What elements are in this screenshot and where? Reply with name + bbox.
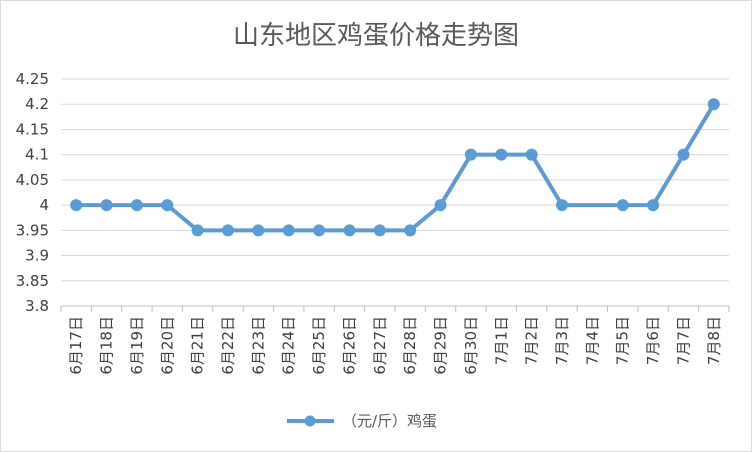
gridlines	[61, 78, 729, 307]
x-tick-label: 7月2日	[523, 316, 541, 365]
x-tick-label: 6月22日	[219, 316, 237, 375]
data-point	[404, 224, 417, 237]
data-point	[373, 224, 386, 237]
x-tick-label: 6月29日	[432, 316, 450, 375]
y-tick-label: 4.15	[16, 120, 49, 138]
x-tick-label: 6月24日	[280, 316, 298, 375]
data-point	[616, 199, 629, 212]
y-tick-label: 3.9	[25, 247, 49, 265]
data-point	[313, 224, 326, 237]
x-tick-label: 7月8日	[705, 316, 723, 365]
y-tick-label: 3.95	[16, 221, 49, 239]
y-tick-label: 3.85	[16, 272, 49, 290]
data-point	[222, 224, 234, 237]
data-point	[161, 199, 174, 212]
x-tick-label: 6月30日	[462, 316, 480, 375]
data-point	[252, 224, 265, 237]
data-point	[191, 224, 204, 237]
y-tick-label: 4.1	[25, 146, 49, 164]
x-tick-label: 6月20日	[158, 316, 176, 375]
x-tick-label: 7月5日	[614, 316, 632, 365]
x-tick-label: 7月7日	[674, 316, 692, 365]
data-point	[343, 224, 356, 237]
legend: （元/斤）鸡蛋	[287, 412, 437, 430]
x-tick-label: 7月1日	[492, 316, 510, 365]
x-tick-label: 6月23日	[249, 316, 267, 375]
x-tick-label: 6月21日	[189, 316, 207, 375]
data-point	[100, 199, 113, 212]
legend-label: （元/斤）鸡蛋	[342, 412, 437, 430]
series-line	[76, 103, 716, 233]
data-point	[70, 199, 83, 212]
y-tick-label: 4	[39, 196, 49, 214]
data-point	[434, 199, 447, 212]
y-axis: 3.8 3.85 3.9 3.95 4 4.05 4.1 4.15 4.2 4.25	[16, 70, 49, 315]
y-tick-label: 4.05	[16, 171, 49, 189]
y-tick-label: 4.25	[16, 70, 49, 88]
plot-area	[70, 98, 720, 237]
x-tick-label: 6月17日	[67, 316, 85, 375]
x-tick-label: 6月18日	[98, 316, 116, 375]
data-point	[495, 148, 508, 161]
data-point	[130, 199, 143, 212]
data-point	[707, 98, 720, 111]
data-point	[556, 199, 568, 212]
x-axis: 6月17日 6月18日 6月19日 6月20日 6月21日 6月22日 6月23日 6月24日…	[60, 305, 730, 375]
y-tick-label: 4.2	[25, 95, 49, 113]
data-point	[647, 199, 660, 212]
data-point	[464, 148, 477, 161]
x-tick-label: 7月6日	[644, 316, 662, 365]
x-tick-label: 7月4日	[583, 316, 601, 365]
data-point	[677, 148, 690, 161]
legend-dot-marker	[304, 415, 316, 427]
data-point	[525, 148, 538, 161]
x-tick-label: 6月19日	[128, 316, 146, 375]
x-tick-label: 7月3日	[553, 316, 571, 365]
y-tick-label: 3.8	[25, 297, 49, 315]
x-tick-label: 6月28日	[401, 316, 419, 375]
x-tick-label: 6月25日	[310, 316, 328, 375]
x-tick-label: 6月27日	[371, 316, 389, 375]
x-tick-label: 6月26日	[340, 316, 358, 375]
data-point	[282, 224, 295, 237]
chart-title: 山东地区鸡蛋价格走势图	[233, 21, 519, 51]
